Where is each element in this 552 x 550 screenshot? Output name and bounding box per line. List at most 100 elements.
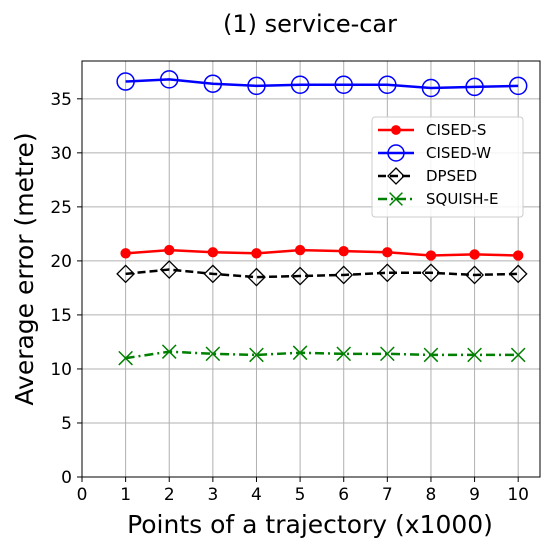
x-tick-label: 10 [507, 485, 529, 505]
series-line-cised-s [125, 248, 519, 257]
data-point-cised-s [164, 244, 175, 256]
data-point-legend-squish-e [389, 192, 403, 206]
data-point-cised-w [334, 75, 353, 95]
data-point-squish-e [336, 346, 352, 362]
data-point-legend-cised-w [387, 144, 405, 162]
x-marker-stroke [467, 347, 482, 363]
x-marker-stroke [389, 192, 403, 206]
data-point-cised-s [469, 249, 480, 260]
x-marker-stroke [510, 347, 526, 363]
data-point-squish-e [118, 350, 133, 366]
x-tick-label: 3 [207, 485, 218, 505]
legend-entry-cised-s: CISED-S [378, 121, 486, 139]
x-marker-stroke [161, 344, 177, 359]
data-point-squish-e [292, 345, 308, 361]
y-tick-label: 35 [50, 90, 72, 110]
data-point-cised-w [290, 75, 310, 95]
ticks: 0 1 2 3 4 5 6 7 8 9 10 0 5 10 15 20 25 30 35 [50, 90, 529, 505]
x-tick-label: 6 [338, 485, 349, 505]
plot-frame [81, 60, 541, 478]
data-point-cised-w [159, 70, 179, 89]
y-tick-label: 30 [50, 144, 72, 164]
data-point-cised-s [251, 248, 262, 259]
data-point-squish-e [467, 347, 482, 363]
series-dpsed [116, 260, 528, 287]
data-point-dpsed [290, 266, 310, 286]
data-point-cised-s [425, 250, 437, 261]
x-marker-stroke [249, 347, 264, 363]
data-point-dpsed [508, 264, 528, 284]
data-point-cised-w [116, 72, 135, 91]
data-point-squish-e [423, 347, 439, 363]
x-tick-label: 7 [382, 485, 393, 505]
x-tick-label: 0 [77, 485, 88, 505]
x-marker-stroke [118, 350, 133, 366]
data-point-cised-s [207, 247, 219, 258]
x-marker-stroke [380, 346, 395, 362]
data-point-dpsed [377, 263, 397, 283]
legend-box [371, 116, 524, 218]
data-point-cised-s [513, 250, 524, 261]
legend-entry-cised-w: CISED-W [378, 144, 491, 162]
data-point-dpsed [159, 260, 179, 279]
data-point-legend-dpsed [387, 167, 405, 185]
data-point-dpsed [203, 264, 223, 284]
data-point-cised-w [203, 74, 223, 93]
data-point-squish-e [249, 347, 264, 363]
data-point-cised-w [247, 76, 266, 96]
data-point-dpsed [116, 264, 136, 284]
data-point-squish-e [510, 347, 526, 363]
data-point-cised-w [421, 78, 441, 98]
series-layer [116, 70, 528, 366]
series-line-cised-w [125, 78, 519, 90]
legend: CISED-S CISED-W DPSED SQUISH-E [371, 116, 524, 218]
y-tick-label: 0 [61, 468, 72, 488]
legend-entry-squish-e: SQUISH-E [378, 190, 498, 208]
data-point-squish-e [205, 346, 221, 362]
data-point-legend-cised-s [391, 125, 401, 135]
y-tick-label: 10 [50, 360, 72, 380]
x-marker-stroke [205, 346, 221, 362]
x-axis-title: Points of a trajectory (x1000) [127, 510, 493, 539]
y-tick-label: 25 [50, 198, 72, 218]
data-point-cised-w [465, 77, 484, 97]
x-tick-label: 9 [469, 485, 480, 505]
data-point-dpsed [465, 265, 484, 285]
series-cised-s [120, 244, 524, 261]
y-tick-label: 20 [50, 252, 72, 272]
data-point-cised-w [508, 76, 528, 96]
legend-label: CISED-S [426, 121, 486, 139]
legend-label: SQUISH-E [426, 190, 498, 208]
data-point-dpsed [334, 265, 354, 285]
data-point-cised-s [338, 245, 349, 257]
series-cised-w [116, 70, 528, 98]
data-point-dpsed [247, 267, 266, 287]
legend-entry-dpsed: DPSED [378, 167, 477, 185]
x-tick-label: 8 [426, 485, 437, 505]
series-squish-e [118, 344, 526, 366]
series-line-squish-e [125, 350, 519, 360]
x-marker-stroke [292, 345, 308, 361]
legend-label: CISED-W [426, 144, 491, 162]
y-axis-title: Average error (metre) [10, 132, 39, 405]
x-marker-stroke [336, 346, 352, 362]
data-point-dpsed [421, 263, 441, 283]
data-point-squish-e [380, 346, 395, 362]
y-tick-label: 15 [50, 306, 72, 326]
x-tick-label: 5 [295, 485, 306, 505]
legend-label: DPSED [426, 167, 477, 185]
data-point-cised-s [382, 247, 393, 258]
y-tick-label: 5 [61, 414, 72, 434]
data-point-cised-w [378, 75, 397, 95]
x-marker-stroke [423, 347, 439, 363]
data-point-squish-e [161, 344, 177, 359]
series-line-dpsed [125, 268, 519, 279]
x-tick-label: 4 [251, 485, 262, 505]
data-point-cised-s [120, 248, 131, 259]
chart-title: (1) service-car [223, 10, 397, 38]
x-tick-label: 2 [164, 485, 175, 505]
data-point-cised-s [294, 244, 306, 256]
x-tick-label: 1 [120, 485, 131, 505]
